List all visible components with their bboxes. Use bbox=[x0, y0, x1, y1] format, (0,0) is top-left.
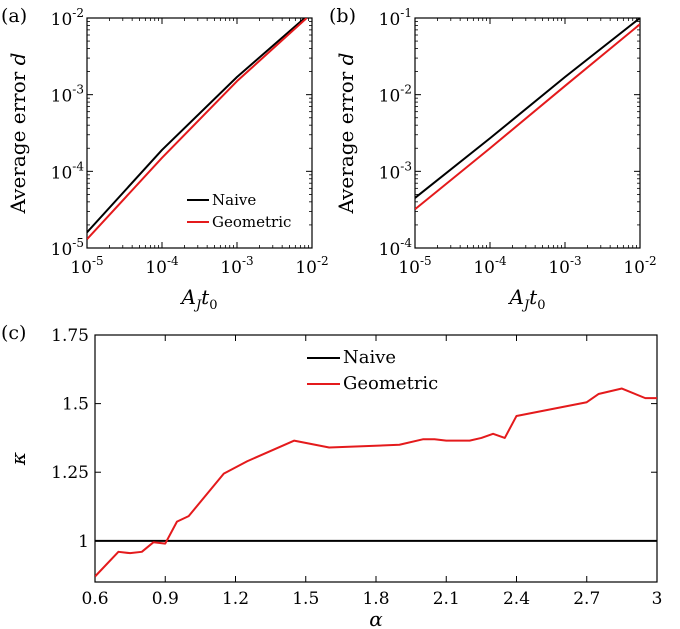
y-axis-label: Average error d bbox=[334, 53, 358, 215]
x-tick-label: 0.9 bbox=[152, 589, 179, 609]
y-tick-label: 10-4 bbox=[51, 159, 85, 183]
panel-c: 0.6 0.9 1.2 1.5 1.8 2.1 2.4 2.7 3 1 1.25 1.5 1.75 Nai… bbox=[1, 322, 662, 629]
x-tick-label: 10-3 bbox=[220, 254, 253, 278]
series-line-series-2 bbox=[415, 23, 640, 211]
x-tick-label: 0.6 bbox=[81, 589, 108, 609]
legend-label-naive: Naive bbox=[343, 347, 396, 368]
y-tick-label: 1 bbox=[78, 532, 89, 552]
series-line-geometric bbox=[95, 387, 657, 578]
x-tick-label: 3 bbox=[652, 589, 663, 609]
x-tick-label: 1.8 bbox=[362, 589, 389, 609]
x-tick-label: 1.2 bbox=[222, 589, 249, 609]
series-line-geometric bbox=[87, 18, 308, 240]
legend-label-geometric: Geometric bbox=[343, 373, 438, 394]
x-tick-label: 1.5 bbox=[292, 589, 319, 609]
y-tick-label: 1.75 bbox=[51, 326, 89, 346]
y-tick-label: 10-2 bbox=[379, 83, 412, 107]
panel-label-a: (a) bbox=[1, 5, 27, 27]
y-tick-label: 1.5 bbox=[62, 395, 89, 415]
panel-label-c: (c) bbox=[1, 322, 26, 344]
y-tick-label: 10-2 bbox=[51, 6, 84, 30]
x-tick-label: 10-4 bbox=[145, 254, 179, 278]
panel-b: 10-5 10-4 10-3 10-210-410-310-210-1(b)AJt0A… bbox=[329, 5, 657, 313]
plot-frame-b bbox=[414, 17, 641, 249]
x-tick-label: 10-3 bbox=[548, 254, 581, 278]
x-tick-label: 2.1 bbox=[433, 589, 460, 609]
y-tick-label: 10-5 bbox=[51, 236, 84, 260]
series-line-series-1 bbox=[415, 18, 640, 199]
x-tick-label: 10-4 bbox=[473, 254, 507, 278]
x-axis-label: α bbox=[369, 607, 383, 629]
plot-frame-a bbox=[86, 17, 313, 249]
legend-label-naive: Naive bbox=[212, 191, 256, 209]
x-axis-label: AJt0 bbox=[180, 285, 218, 313]
panel-a: 10-5 10-4 10-3 10-2 10-5 10-4 10-3 10-2 Naive Geo… bbox=[1, 5, 329, 313]
series-line-naive bbox=[87, 18, 306, 234]
y-tick-label: 10-3 bbox=[51, 83, 84, 107]
panel-label-b: (b) bbox=[329, 5, 356, 27]
x-tick-label: 2.7 bbox=[573, 589, 600, 609]
y-tick-label: 10-4 bbox=[379, 236, 413, 260]
x-tick-label: 10-5 bbox=[398, 254, 431, 278]
y-tick-label: 1.25 bbox=[51, 463, 89, 483]
x-axis-label: AJt0 bbox=[508, 285, 546, 313]
y-tick-label: 10-3 bbox=[379, 159, 412, 183]
x-tick-label: 10-2 bbox=[623, 254, 656, 278]
y-axis-label: κ bbox=[6, 452, 30, 466]
x-tick-label: 10-5 bbox=[70, 254, 103, 278]
y-tick-label: 10-1 bbox=[379, 6, 412, 30]
x-tick-label: 10-2 bbox=[295, 254, 328, 278]
y-axis-label: Average error d bbox=[6, 53, 30, 215]
legend-label-geometric: Geometric bbox=[212, 213, 291, 231]
x-tick-label: 2.4 bbox=[503, 589, 530, 609]
